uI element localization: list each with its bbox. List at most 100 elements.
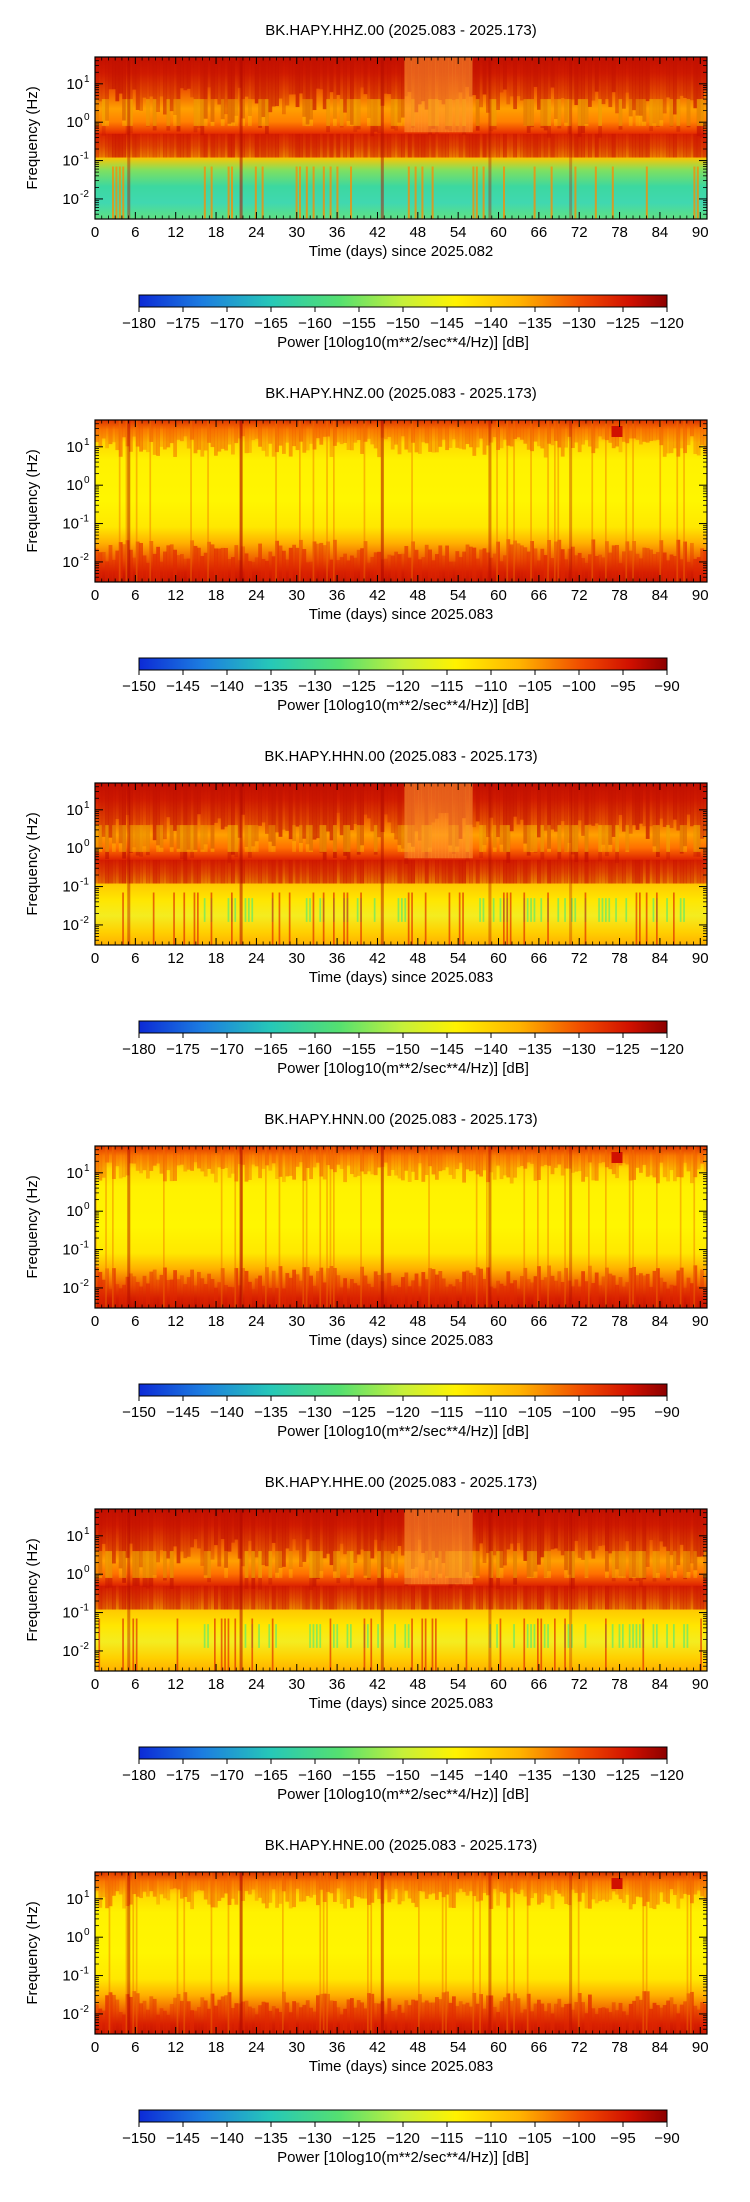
y-tick-exponent: 0	[84, 1564, 90, 1575]
y-tick-label: 10	[66, 439, 83, 456]
x-tick-label: 6	[131, 224, 139, 241]
colorbar-tick-label: −140	[474, 1041, 508, 1058]
y-tick-exponent: -1	[80, 151, 89, 162]
spectrogram-panel-hnn: BK.HAPY.HNN.00 (2025.083 - 2025.173)0 6 12…	[24, 1111, 709, 1440]
y-tick-exponent: -2	[80, 2004, 89, 2015]
colorbar-tick-label: −175	[166, 315, 200, 332]
x-tick-label: 12	[167, 2039, 184, 2056]
colorbar-tick-label: −180	[122, 1041, 156, 1058]
x-tick-label: 30	[288, 587, 305, 604]
x-tick-label: 54	[450, 224, 467, 241]
x-tick-label: 36	[329, 1676, 346, 1693]
x-tick-label: 90	[692, 1313, 709, 1330]
x-tick-label: 60	[490, 2039, 507, 2056]
y-axis-label: Frequency (Hz)	[24, 1538, 41, 1641]
x-tick-label: 72	[571, 950, 588, 967]
x-tick-label: 60	[490, 587, 507, 604]
x-tick-label: 54	[450, 2039, 467, 2056]
colorbar-tick-label: −145	[166, 678, 200, 695]
y-tick-exponent: -1	[80, 1603, 89, 1614]
y-axis-label: Frequency (Hz)	[24, 812, 41, 915]
colorbar-tick-label: −130	[298, 2130, 332, 2147]
colorbar-tick-label: −100	[562, 2130, 596, 2147]
spectrogram-image	[95, 1872, 707, 2034]
colorbar-tick-label: −140	[474, 1767, 508, 1784]
x-tick-label: 60	[490, 224, 507, 241]
colorbar-tick-label: −165	[254, 315, 288, 332]
x-tick-label: 90	[692, 950, 709, 967]
x-tick-label: 30	[288, 1313, 305, 1330]
x-tick-label: 42	[369, 1676, 386, 1693]
y-tick-label: 10	[62, 554, 79, 571]
x-tick-label: 36	[329, 1313, 346, 1330]
y-tick-label: 10	[62, 1643, 79, 1660]
colorbar-tick-label: −145	[430, 1041, 464, 1058]
colorbar-tick-label: −145	[166, 2130, 200, 2147]
y-tick-label: 10	[66, 114, 83, 131]
panel-title: BK.HAPY.HNZ.00 (2025.083 - 2025.173)	[265, 385, 537, 402]
spectrogram-image	[95, 1509, 707, 1671]
x-tick-label: 78	[611, 1313, 628, 1330]
y-tick-exponent: -2	[80, 189, 89, 200]
y-tick-label: 10	[66, 1528, 83, 1545]
panel-title: BK.HAPY.HNE.00 (2025.083 - 2025.173)	[265, 1837, 537, 1854]
colorbar-tick-label: −125	[606, 1767, 640, 1784]
spectrogram-image	[95, 420, 707, 582]
colorbar-tick-label: −120	[650, 1041, 684, 1058]
x-tick-label: 0	[91, 1313, 99, 1330]
colorbar: −150 −145 −140 −135 −130 −125 −120 −115 −110 −105…	[122, 2109, 680, 2166]
colorbar-tick-label: −175	[166, 1041, 200, 1058]
x-tick-label: 48	[409, 587, 426, 604]
x-tick-label: 0	[91, 950, 99, 967]
x-tick-label: 48	[409, 1676, 426, 1693]
x-tick-label: 54	[450, 587, 467, 604]
y-tick-exponent: -1	[80, 514, 89, 525]
colorbar-tick-label: −180	[122, 1767, 156, 1784]
colorbar-label: Power [10log10(m**2/sec**4/Hz)] [dB]	[277, 1786, 529, 1803]
x-tick-label: 84	[652, 950, 669, 967]
x-tick-label: 12	[167, 1676, 184, 1693]
x-tick-label: 36	[329, 224, 346, 241]
x-tick-label: 42	[369, 587, 386, 604]
colorbar-tick-label: −155	[342, 1041, 376, 1058]
y-tick-exponent: -1	[80, 877, 89, 888]
x-tick-label: 78	[611, 950, 628, 967]
colorbar-tick-label: −95	[610, 2130, 635, 2147]
y-tick-label: 10	[66, 1165, 83, 1182]
colorbar: −150 −145 −140 −135 −130 −125 −120 −115 −110 −105…	[122, 657, 680, 714]
colorbar-tick-label: −140	[210, 1404, 244, 1421]
x-tick-label: 78	[611, 224, 628, 241]
x-tick-label: 84	[652, 1313, 669, 1330]
spectrogram-panel-hnz: BK.HAPY.HNZ.00 (2025.083 - 2025.173)0 6 12…	[24, 385, 709, 714]
x-tick-label: 24	[248, 1676, 265, 1693]
colorbar-tick-label: −125	[606, 315, 640, 332]
x-tick-label: 6	[131, 2039, 139, 2056]
colorbar-label: Power [10log10(m**2/sec**4/Hz)] [dB]	[277, 334, 529, 351]
x-tick-label: 84	[652, 1676, 669, 1693]
colorbar-tick-label: −130	[298, 1404, 332, 1421]
x-tick-label: 48	[409, 224, 426, 241]
colorbar-tick-label: −110	[475, 2130, 508, 2147]
x-tick-label: 24	[248, 224, 265, 241]
colorbar-tick-label: −110	[475, 678, 508, 695]
x-tick-label: 24	[248, 587, 265, 604]
x-tick-label: 90	[692, 1676, 709, 1693]
spectrogram-image	[95, 783, 707, 945]
colorbar-tick-label: −135	[254, 678, 288, 695]
x-tick-label: 24	[248, 2039, 265, 2056]
colorbar-tick-label: −170	[210, 1767, 244, 1784]
colorbar-tick-label: −90	[654, 1404, 679, 1421]
colorbar-tick-label: −170	[210, 315, 244, 332]
colorbar-tick-label: −150	[122, 678, 156, 695]
y-tick-label: 10	[66, 840, 83, 857]
y-tick-label: 10	[66, 1566, 83, 1583]
x-tick-label: 60	[490, 1676, 507, 1693]
x-axis: 0 6 12 18 24 30 36 42 48 54 60 66 72 78 84 90 Time (days…	[91, 1146, 709, 1349]
y-tick-label: 10	[66, 1891, 83, 1908]
colorbar-tick-label: −175	[166, 1767, 200, 1784]
y-tick-exponent: 1	[84, 1889, 90, 1900]
colorbar-label: Power [10log10(m**2/sec**4/Hz)] [dB]	[277, 1060, 529, 1077]
